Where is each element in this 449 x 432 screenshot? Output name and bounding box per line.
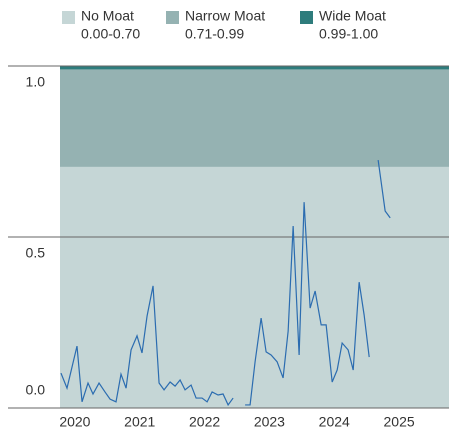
- band: [60, 66, 449, 70]
- legend-label: Narrow Moat: [185, 8, 265, 24]
- y-tick-label: 1.0: [26, 74, 46, 90]
- legend-swatch: [300, 11, 313, 24]
- x-tick-label: 2021: [124, 414, 155, 430]
- x-tick-label: 2022: [189, 414, 220, 430]
- y-tick-label: 0.5: [26, 245, 46, 261]
- legend-range: 0.00-0.70: [81, 26, 140, 42]
- legend-label: Wide Moat: [319, 8, 386, 24]
- band: [60, 69, 449, 167]
- data-line: [60, 159, 391, 407]
- x-tick-label: 2025: [384, 414, 415, 430]
- x-tick-label: 2024: [319, 414, 350, 430]
- legend-range: 0.99-1.00: [319, 26, 378, 42]
- legend-label: No Moat: [81, 8, 134, 24]
- x-tick-label: 2020: [59, 414, 90, 430]
- y-tick-label: 0.0: [26, 382, 46, 398]
- legend-range: 0.71-0.99: [185, 26, 244, 42]
- x-tick-label: 2023: [254, 414, 285, 430]
- legend-swatch: [62, 11, 75, 24]
- legend-swatch: [166, 11, 179, 24]
